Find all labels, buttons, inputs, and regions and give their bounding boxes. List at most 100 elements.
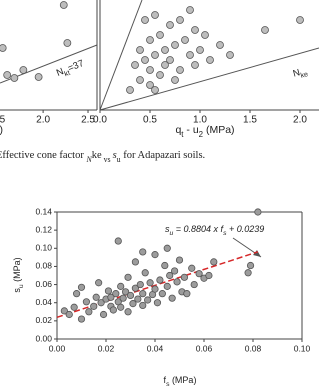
y-tick-label: 0.00 — [35, 333, 52, 343]
point — [139, 290, 147, 298]
point — [146, 81, 154, 89]
x-tick-label: 1.0 — [193, 115, 207, 126]
text-segment: for Adapazari soils. — [121, 150, 206, 161]
point — [60, 307, 68, 315]
point — [10, 74, 19, 82]
text-segment: u — [18, 284, 25, 288]
point — [261, 26, 269, 34]
text-segment: N — [292, 67, 302, 79]
caption: Effective cone factor Nke vs su for Adap… — [0, 150, 205, 164]
text-segment: s — [165, 224, 170, 234]
arrow-head — [253, 250, 261, 257]
point — [151, 51, 159, 59]
x-tick-label: 2.5 — [81, 115, 95, 126]
y-tick-label: 0.02 — [35, 315, 52, 325]
trend-line — [56, 251, 259, 319]
point — [196, 46, 204, 54]
y-tick-label: 0.08 — [35, 261, 52, 271]
text-segment: =37 — [66, 58, 85, 74]
point — [246, 261, 255, 270]
point — [99, 310, 108, 319]
point — [161, 261, 169, 270]
point — [191, 26, 199, 34]
text-segment: N — [85, 155, 92, 164]
point — [112, 290, 120, 298]
point — [59, 1, 68, 9]
point — [175, 256, 184, 264]
text-segment: s — [166, 381, 170, 388]
point — [126, 86, 134, 94]
point — [151, 251, 159, 259]
point — [77, 315, 86, 323]
point — [210, 258, 218, 266]
point — [73, 290, 81, 298]
point — [166, 21, 174, 29]
point — [226, 51, 234, 59]
y-axis-label: su (MPa) — [12, 257, 25, 292]
annotation: Nkt=37 — [55, 58, 86, 81]
point — [117, 303, 125, 311]
point — [161, 46, 169, 54]
point — [296, 16, 304, 24]
point — [186, 51, 194, 59]
point — [3, 71, 12, 79]
y-tick-label: 0.04 — [35, 297, 52, 307]
point — [122, 288, 130, 296]
annotation: su = 0.8804 x fs + 0.0239 — [165, 224, 264, 237]
text-segment: 2 — [199, 130, 203, 139]
point — [136, 76, 144, 84]
point — [166, 56, 174, 64]
point — [181, 36, 189, 44]
x-tick-label: 0.06 — [196, 343, 213, 353]
y-tick-label: 0.12 — [35, 224, 52, 234]
text-segment: s — [12, 288, 22, 293]
point — [171, 41, 179, 49]
point — [144, 296, 152, 304]
point — [180, 273, 188, 281]
point — [156, 71, 164, 79]
point — [161, 61, 169, 69]
text-segment: (MPa) — [203, 124, 235, 136]
point — [85, 308, 93, 316]
text-segment: t — [181, 130, 184, 139]
text-segment: Effective cone factor — [0, 150, 86, 161]
text-segment: N — [55, 66, 66, 79]
y-tick-label: 0.14 — [35, 206, 52, 216]
point — [151, 285, 159, 293]
x-tick-label: 0.0 — [93, 115, 107, 126]
point — [206, 56, 214, 64]
point — [176, 66, 184, 74]
point — [168, 294, 176, 302]
x-tick-label: 0.08 — [245, 343, 262, 353]
point — [195, 270, 203, 278]
point — [183, 290, 191, 298]
point — [176, 16, 184, 24]
point — [129, 300, 137, 308]
point — [77, 283, 86, 291]
point — [107, 293, 115, 301]
text-segment: f — [164, 375, 167, 385]
x-tick-label: 0.02 — [98, 343, 115, 353]
x-tick-label: 1.5 — [243, 115, 257, 126]
point — [163, 244, 171, 252]
point — [141, 269, 149, 277]
point — [171, 76, 179, 84]
point — [134, 295, 142, 303]
point — [156, 276, 164, 284]
text-segment: - u — [183, 124, 198, 136]
point — [141, 56, 149, 64]
text-segment: (MPa) — [12, 257, 22, 284]
point — [114, 237, 122, 245]
point — [188, 264, 196, 272]
point — [156, 31, 164, 39]
point — [92, 293, 100, 301]
point — [117, 282, 125, 290]
point — [97, 299, 105, 307]
point — [95, 279, 103, 287]
text-segment: + 0.0239 — [226, 224, 264, 234]
point — [131, 61, 139, 69]
x-tick-label: 1.5 — [0, 115, 6, 126]
text-segment: ke — [92, 150, 102, 161]
y-tick-label: 0.10 — [35, 243, 52, 253]
x-axis-label: qt - u2 (MPa) — [175, 124, 234, 139]
